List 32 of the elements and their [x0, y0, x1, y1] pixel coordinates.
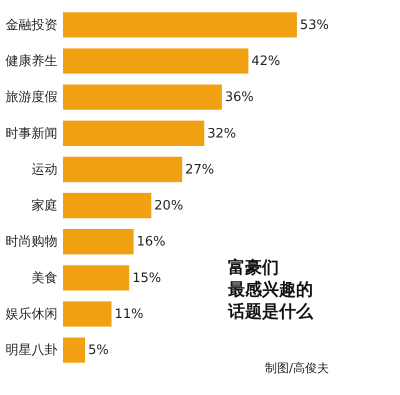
y-tick-label: 运动	[32, 162, 58, 178]
y-tick-label: 美食	[32, 270, 58, 286]
data-label: 32%	[207, 126, 236, 142]
bar	[63, 120, 204, 146]
y-tick-label: 时尚购物	[6, 234, 58, 250]
bar	[63, 12, 297, 38]
bar	[63, 265, 130, 290]
data-label: 16%	[136, 234, 166, 250]
data-label: 53%	[300, 18, 329, 33]
data-label: 5%	[88, 343, 109, 358]
annotation: 制图/高俊夫	[264, 361, 329, 375]
data-label: 11%	[114, 306, 144, 322]
y-tick-label: 旅游度假	[6, 89, 58, 106]
bar	[63, 48, 248, 74]
bar	[63, 156, 182, 182]
data-label: 36%	[224, 90, 254, 106]
data-label: 20%	[154, 198, 184, 214]
bar	[63, 229, 134, 254]
bar	[63, 192, 152, 218]
text: 富豪们最感兴趣的话题是什么	[227, 258, 314, 322]
bar	[63, 84, 222, 110]
y-tick-label: 金融投资	[6, 18, 58, 33]
data-label: 27%	[185, 162, 214, 178]
y-tick-label: 娱乐休闲	[6, 306, 58, 322]
y-tick-label: 健康养生	[6, 53, 58, 70]
y-tick-label: 家庭	[32, 198, 58, 214]
bar	[63, 337, 86, 363]
bar	[63, 301, 112, 327]
data-label: 42%	[251, 54, 280, 70]
y-tick-label: 时事新闻	[6, 126, 58, 142]
y-tick-label: 明星八卦	[6, 343, 58, 358]
data-label: 15%	[132, 270, 162, 286]
